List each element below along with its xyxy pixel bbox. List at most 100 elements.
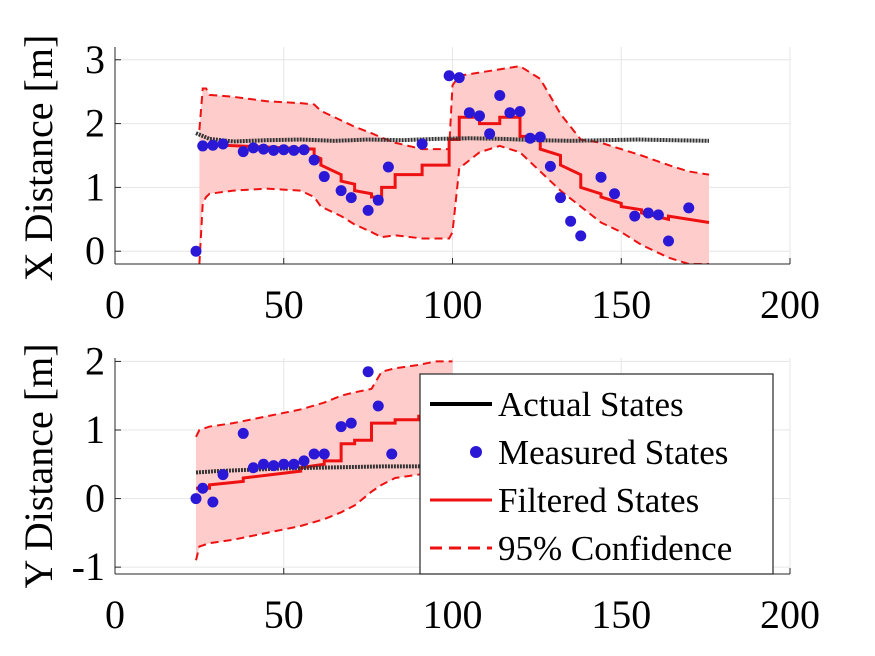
confidence-upper-line — [198, 65, 710, 176]
legend-entry-measured-states: Measured States — [470, 433, 728, 472]
measured-point — [494, 90, 506, 102]
measured-point — [298, 144, 310, 156]
confidence-band-fill — [199, 66, 709, 264]
plot-area — [190, 360, 453, 561]
measured-point — [453, 72, 465, 84]
x-distance-axes: 0 50 100 150 200 0 1 2 3 X Distance [m] — [16, 35, 820, 327]
legend-entry-95pct-confidence: 95% Confidence — [430, 529, 732, 568]
measured-point — [237, 146, 249, 158]
measured-point — [190, 493, 202, 505]
measured-point — [298, 455, 310, 467]
measured-point — [575, 230, 587, 242]
measured-point — [629, 210, 641, 222]
measured-point — [237, 427, 249, 439]
measured-point — [416, 138, 428, 150]
y-tick-label: 1 — [85, 164, 105, 209]
measured-point — [345, 417, 357, 429]
confidence-lower-line — [198, 144, 709, 264]
y-tick-label: -1 — [72, 544, 105, 589]
legend-entry-actual-states: Actual States — [430, 385, 684, 424]
measured-point — [190, 245, 202, 257]
measured-point — [683, 202, 695, 214]
x-tick-label: 50 — [264, 592, 304, 637]
y-tick-label: 1 — [85, 407, 105, 452]
legend-label: Measured States — [498, 433, 728, 472]
y-axis-label: X Distance [m] — [16, 35, 61, 282]
measured-point — [382, 161, 394, 173]
measured-point — [372, 194, 384, 206]
measured-point — [247, 462, 259, 474]
filtered-states-line — [202, 115, 710, 224]
measured-point — [247, 142, 259, 154]
y-tick-label: 0 — [85, 228, 105, 273]
y-axis-label: Y Distance [m] — [16, 343, 61, 588]
measured-point — [308, 448, 320, 460]
plot-area — [190, 65, 710, 264]
legend-entry-filtered-states: Filtered States — [430, 481, 699, 520]
x-tick-label: 50 — [264, 282, 304, 327]
x-tick-label: 150 — [591, 282, 651, 327]
measured-point — [504, 107, 516, 119]
measured-point — [386, 448, 398, 460]
x-tick-label: 0 — [105, 592, 125, 637]
x-tick-label: 100 — [423, 592, 483, 637]
measured-point — [288, 458, 300, 470]
legend-label: Filtered States — [498, 481, 699, 520]
measured-point — [258, 458, 269, 470]
measured-point — [335, 421, 347, 433]
measured-point — [474, 110, 485, 122]
measured-point — [207, 139, 219, 151]
measured-point — [308, 154, 320, 166]
legend: Actual States Measured States Filtered Sta… — [419, 373, 774, 575]
measured-point — [524, 132, 536, 144]
measured-point — [652, 209, 664, 221]
legend-label: Actual States — [498, 385, 684, 424]
measured-point — [197, 482, 209, 494]
measured-point — [318, 448, 330, 460]
measured-point — [443, 70, 455, 82]
measured-point — [362, 366, 374, 378]
legend-box — [419, 373, 774, 575]
measured-point — [514, 105, 526, 117]
measured-point — [288, 144, 300, 156]
y-tick-label: 2 — [85, 101, 105, 146]
confidence-upper-line — [195, 360, 453, 438]
measured-point — [463, 107, 475, 119]
x-tick-label: 200 — [760, 282, 820, 327]
measured-point — [217, 138, 229, 150]
measured-point — [555, 192, 566, 204]
measured-point — [663, 235, 674, 247]
measured-point — [258, 143, 269, 155]
y-tick-label: 3 — [85, 37, 105, 82]
measured-point — [207, 496, 219, 508]
measured-point — [544, 160, 556, 172]
measured-point — [595, 171, 607, 183]
measured-point — [565, 215, 577, 227]
measured-point — [345, 192, 357, 204]
y-tick-label: 0 — [85, 476, 105, 521]
legend-swatch — [470, 446, 482, 458]
measured-point — [609, 188, 620, 200]
measured-point — [268, 144, 280, 156]
measured-point — [372, 400, 384, 412]
confidence-lower-line — [195, 466, 453, 561]
measured-point — [318, 171, 330, 183]
actual-states-line — [195, 131, 710, 144]
legend-label: 95% Confidence — [498, 529, 732, 568]
x-tick-label: 200 — [760, 592, 820, 637]
measured-point — [278, 144, 290, 156]
measured-point — [335, 185, 347, 197]
filtered-states-line — [196, 414, 453, 490]
measured-point — [534, 131, 546, 143]
measured-point — [642, 207, 654, 219]
measured-point — [362, 204, 374, 216]
x-tick-label: 0 — [105, 282, 125, 327]
y-tick-label: 2 — [85, 338, 105, 383]
measured-point — [217, 469, 229, 481]
actual-states-line — [195, 463, 453, 475]
measured-point — [484, 128, 496, 140]
x-tick-label: 100 — [423, 282, 483, 327]
x-tick-label: 150 — [591, 592, 651, 637]
measured-point — [197, 140, 209, 152]
